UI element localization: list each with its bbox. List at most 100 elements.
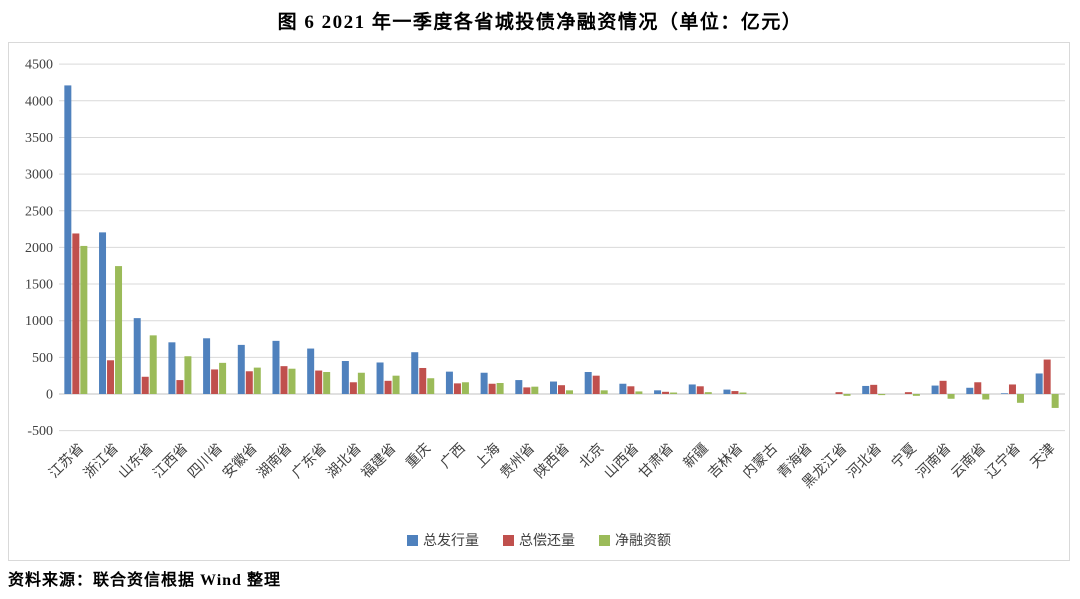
bar-净融资额-福建省 xyxy=(392,375,400,394)
x-axis-label-云南省: 云南省 xyxy=(948,441,989,482)
x-axis-label-江西省: 江西省 xyxy=(150,441,191,482)
bar-总发行量-吉林省 xyxy=(723,389,731,394)
legend-label-repayment: 总偿还量 xyxy=(519,534,575,549)
y-tick-label: 500 xyxy=(32,351,53,366)
bar-总偿还量-上海 xyxy=(488,383,496,394)
bar-总偿还量-北京 xyxy=(592,375,600,394)
bar-总发行量-辽宁省 xyxy=(1000,393,1008,394)
legend-label-net-financing: 净融资额 xyxy=(615,534,671,549)
y-tick-label: 2000 xyxy=(25,241,53,256)
bar-总发行量-新疆 xyxy=(688,384,696,394)
bar-净融资额-黑龙江省 xyxy=(843,394,851,396)
bar-总偿还量-江苏省 xyxy=(72,233,80,394)
bar-总偿还量-湖北省 xyxy=(349,382,357,394)
bar-总发行量-陕西省 xyxy=(550,381,557,394)
x-axis-label-上海: 上海 xyxy=(472,441,503,472)
bar-总发行量-天津 xyxy=(1035,373,1043,394)
bar-chart-svg: 4500 4000 3500 3000 2500 2000 1500 1000 500 0 -500… xyxy=(25,58,1065,491)
x-axis-label-山东省: 山东省 xyxy=(116,441,157,482)
bar-总发行量-重庆 xyxy=(411,352,419,394)
chart-area: 4500 4000 3500 3000 2500 2000 1500 1000 500 0 -500… xyxy=(8,42,1070,561)
bar-净融资额-河南省 xyxy=(947,394,955,399)
x-axis-label-安徽省: 安徽省 xyxy=(220,441,261,482)
bar-净融资额-辽宁省 xyxy=(1016,394,1024,403)
y-tick-label: 3500 xyxy=(25,131,53,146)
legend-item-issuance: 总发行量 xyxy=(407,530,479,550)
x-axis-label-福建省: 福建省 xyxy=(358,441,399,482)
bar-净融资额-湖北省 xyxy=(357,372,365,394)
bar-净融资额-新疆 xyxy=(704,392,712,394)
bar-净融资额-四川省 xyxy=(219,362,227,394)
y-tick-label: 0 xyxy=(46,388,53,403)
bar-总偿还量-贵州省 xyxy=(523,387,531,394)
x-axis-label-河北省: 河北省 xyxy=(844,441,885,482)
legend-swatch-net-financing-icon xyxy=(599,534,610,546)
bar-总偿还量-湖南省 xyxy=(280,366,288,394)
bar-净融资额-吉林省 xyxy=(739,392,747,394)
bar-净融资额-广东省 xyxy=(323,372,331,394)
bar-净融资额-广西 xyxy=(461,382,469,394)
bar-总发行量-河北省 xyxy=(862,385,870,394)
bar-净融资额-安徽省 xyxy=(253,367,261,394)
bar-总发行量-北京 xyxy=(584,372,592,394)
bar-总偿还量-广西 xyxy=(453,383,461,394)
bar-总发行量-山西省 xyxy=(619,383,627,394)
bar-总偿还量-陕西省 xyxy=(558,385,565,394)
bar-总发行量-福建省 xyxy=(376,362,384,394)
legend-label-issuance: 总发行量 xyxy=(423,534,479,549)
bar-总偿还量-山西省 xyxy=(627,386,635,394)
bar-总偿还量-山东省 xyxy=(141,376,149,394)
x-axis-label-广西: 广西 xyxy=(438,441,469,472)
bar-净融资额-宁夏 xyxy=(912,394,920,396)
bar-总发行量-河南省 xyxy=(931,385,939,394)
x-axis-label-宁夏: 宁夏 xyxy=(888,440,920,472)
bar-净融资额-陕西省 xyxy=(566,390,573,394)
bar-总偿还量-甘肃省 xyxy=(662,391,670,394)
y-tick-label: 4500 xyxy=(25,58,53,73)
y-tick-label: -500 xyxy=(27,424,53,439)
x-axis-label-河南省: 河南省 xyxy=(913,441,954,482)
bar-总发行量-云南省 xyxy=(966,387,974,394)
bar-总发行量-上海 xyxy=(480,372,488,394)
bar-总偿还量-河北省 xyxy=(870,384,878,394)
bar-净融资额-山西省 xyxy=(635,391,643,394)
bar-净融资额-江西省 xyxy=(184,356,192,394)
bar-总偿还量-福建省 xyxy=(384,380,392,394)
bar-总偿还量-辽宁省 xyxy=(1008,384,1016,394)
x-axis-label-重庆: 重庆 xyxy=(403,441,434,472)
bar-总偿还量-四川省 xyxy=(211,369,219,394)
bar-总发行量-山东省 xyxy=(133,318,141,394)
bar-净融资额-重庆 xyxy=(427,378,435,394)
bar-总发行量-安徽省 xyxy=(237,344,245,394)
x-axis-label-湖南省: 湖南省 xyxy=(254,441,295,482)
x-axis-label-内蒙古: 内蒙古 xyxy=(740,441,781,482)
bar-净融资额-江苏省 xyxy=(80,245,88,394)
bar-净融资额-河北省 xyxy=(878,394,886,396)
y-tick-label: 4000 xyxy=(25,94,53,109)
bar-总发行量-湖南省 xyxy=(272,340,280,394)
x-axis-label-北京: 北京 xyxy=(576,441,607,472)
source-note: 资料来源：联合资信根据 Wind 整理 xyxy=(8,572,281,589)
bar-净融资额-上海 xyxy=(496,383,504,394)
bar-总发行量-甘肃省 xyxy=(654,390,662,394)
x-axis-label-天津: 天津 xyxy=(1027,441,1058,472)
x-axis-label-甘肃省: 甘肃省 xyxy=(636,441,677,482)
bar-总发行量-江西省 xyxy=(168,342,176,394)
x-axis-label-四川省: 四川省 xyxy=(185,441,226,482)
legend-item-repayment: 总偿还量 xyxy=(503,530,575,550)
y-tick-label: 3000 xyxy=(25,168,53,183)
bar-净融资额-山东省 xyxy=(149,335,157,394)
chart-title: 图 6 2021 年一季度各省城投债净融资情况（单位：亿元） xyxy=(277,12,803,33)
x-axis-label-山西省: 山西省 xyxy=(601,441,642,482)
bar-净融资额-贵州省 xyxy=(531,386,539,394)
x-axis-label-广东省: 广东省 xyxy=(289,441,330,482)
bar-总发行量-广西 xyxy=(445,371,453,394)
bar-总发行量-贵州省 xyxy=(515,380,523,394)
x-axis-label-辽宁省: 辽宁省 xyxy=(982,440,1024,482)
bar-总发行量-江苏省 xyxy=(64,85,72,394)
bar-总偿还量-浙江省 xyxy=(107,360,115,394)
bar-总偿还量-安徽省 xyxy=(245,371,253,394)
bar-总偿还量-江西省 xyxy=(176,380,184,394)
bar-总偿还量-云南省 xyxy=(974,382,982,394)
